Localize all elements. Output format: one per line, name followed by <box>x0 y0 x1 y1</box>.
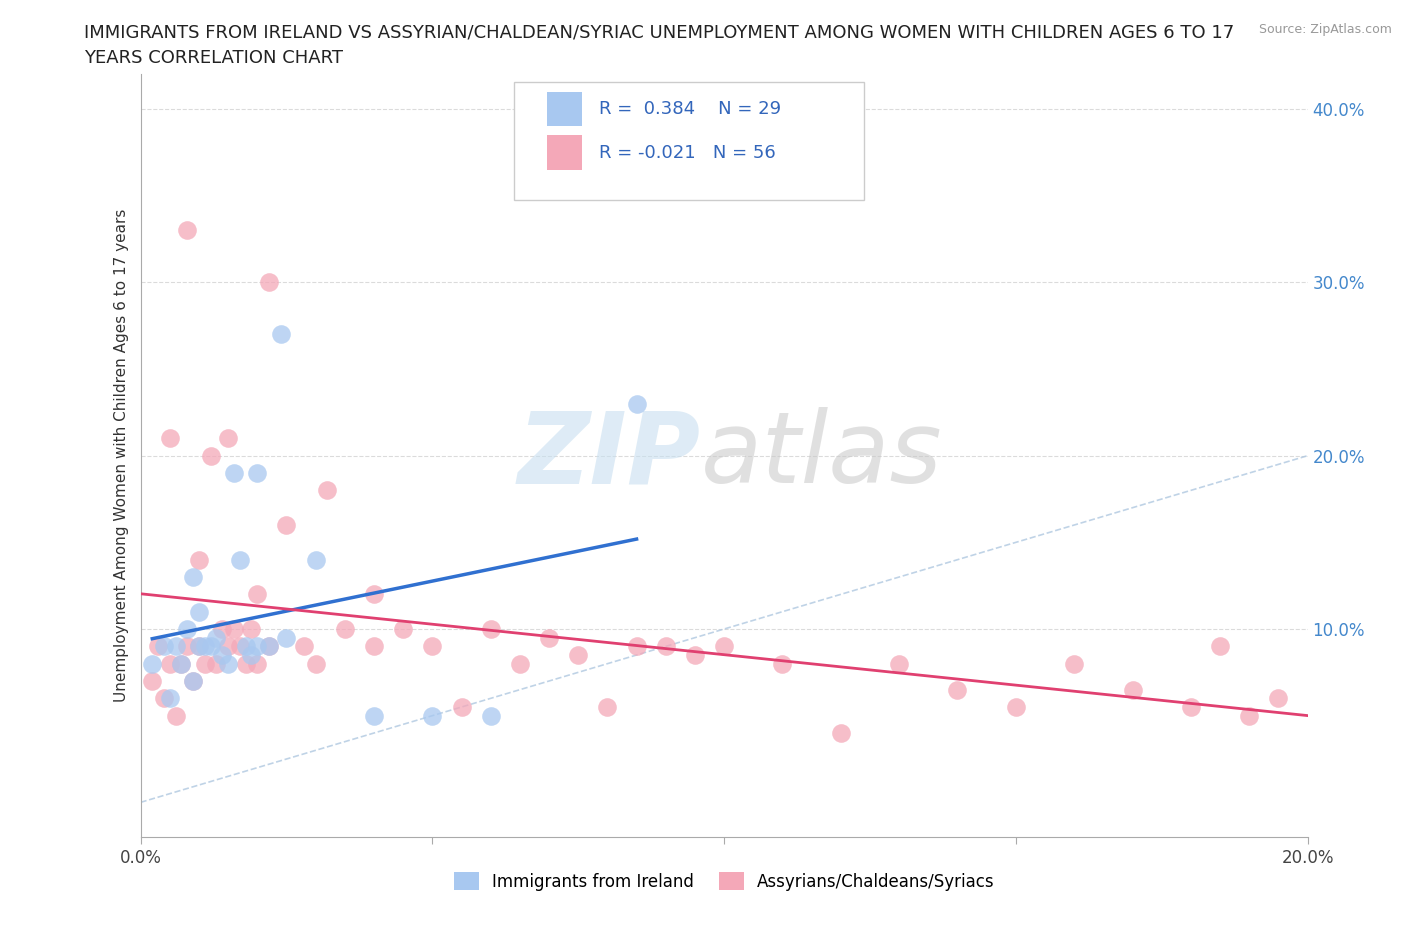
Point <box>1005 699 1028 714</box>
Point <box>292 639 315 654</box>
FancyBboxPatch shape <box>547 92 582 126</box>
Point <box>217 431 239 445</box>
Point <box>683 647 706 662</box>
Point <box>655 639 678 654</box>
Point <box>176 639 198 654</box>
Point <box>159 657 181 671</box>
Point <box>176 621 198 636</box>
Point <box>422 639 444 654</box>
Point <box>276 631 298 645</box>
Text: ZIP: ZIP <box>517 407 700 504</box>
FancyBboxPatch shape <box>547 136 582 170</box>
Point <box>181 673 204 688</box>
Point <box>188 604 211 619</box>
Point <box>333 621 356 636</box>
Text: atlas: atlas <box>700 407 942 504</box>
Point <box>200 448 222 463</box>
Point <box>229 552 252 567</box>
Point <box>188 639 211 654</box>
Point <box>713 639 735 654</box>
Point <box>479 621 502 636</box>
Point <box>257 275 280 290</box>
Point <box>479 709 502 724</box>
Point <box>170 657 193 671</box>
Point <box>141 657 163 671</box>
Point <box>305 657 328 671</box>
Point <box>1239 709 1261 724</box>
Point <box>194 657 217 671</box>
Point <box>305 552 328 567</box>
Point <box>509 657 531 671</box>
Point <box>159 431 181 445</box>
Point <box>946 683 969 698</box>
Point <box>830 725 852 740</box>
Point <box>235 657 257 671</box>
Point <box>246 587 269 602</box>
Point <box>222 466 245 481</box>
Point <box>181 569 204 584</box>
Point <box>211 647 233 662</box>
Point <box>276 518 298 533</box>
Point <box>181 673 204 688</box>
Point <box>200 639 222 654</box>
Point <box>246 466 269 481</box>
Point <box>153 691 176 706</box>
Point <box>1267 691 1289 706</box>
Point <box>229 639 252 654</box>
Point <box>211 621 233 636</box>
Point <box>363 587 385 602</box>
Point <box>1209 639 1232 654</box>
Point <box>772 657 794 671</box>
Point <box>246 639 269 654</box>
Point <box>165 709 187 724</box>
Point <box>188 552 211 567</box>
Point <box>626 396 648 411</box>
Text: R = -0.021   N = 56: R = -0.021 N = 56 <box>599 143 776 162</box>
Point <box>170 657 193 671</box>
Point <box>176 223 198 238</box>
Point <box>257 639 280 654</box>
Text: Source: ZipAtlas.com: Source: ZipAtlas.com <box>1258 23 1392 36</box>
Point <box>889 657 911 671</box>
Legend: Immigrants from Ireland, Assyrians/Chaldeans/Syriacs: Immigrants from Ireland, Assyrians/Chald… <box>447 866 1001 897</box>
Point <box>141 673 163 688</box>
Point <box>316 483 339 498</box>
Text: R =  0.384    N = 29: R = 0.384 N = 29 <box>599 100 782 118</box>
Point <box>567 647 589 662</box>
Point <box>596 699 619 714</box>
Point <box>363 639 385 654</box>
Point <box>159 691 181 706</box>
Point <box>165 639 187 654</box>
Point <box>246 657 269 671</box>
Point <box>257 639 280 654</box>
Point <box>146 639 169 654</box>
Point <box>222 621 245 636</box>
Y-axis label: Unemployment Among Women with Children Ages 6 to 17 years: Unemployment Among Women with Children A… <box>114 209 129 702</box>
Point <box>538 631 561 645</box>
Point <box>217 657 239 671</box>
FancyBboxPatch shape <box>515 82 865 200</box>
Point <box>392 621 415 636</box>
Point <box>450 699 472 714</box>
Text: YEARS CORRELATION CHART: YEARS CORRELATION CHART <box>84 49 343 67</box>
Point <box>205 657 228 671</box>
Point <box>1180 699 1202 714</box>
Point <box>217 639 239 654</box>
Point <box>270 327 292 342</box>
Point <box>194 639 217 654</box>
Point <box>188 639 211 654</box>
Point <box>1063 657 1085 671</box>
Point <box>1122 683 1144 698</box>
Point <box>235 639 257 654</box>
Point <box>240 647 263 662</box>
Point <box>626 639 648 654</box>
Point <box>153 639 176 654</box>
Text: IMMIGRANTS FROM IRELAND VS ASSYRIAN/CHALDEAN/SYRIAC UNEMPLOYMENT AMONG WOMEN WIT: IMMIGRANTS FROM IRELAND VS ASSYRIAN/CHAL… <box>84 23 1234 41</box>
Point <box>363 709 385 724</box>
Point <box>422 709 444 724</box>
Point <box>240 621 263 636</box>
Point <box>205 631 228 645</box>
